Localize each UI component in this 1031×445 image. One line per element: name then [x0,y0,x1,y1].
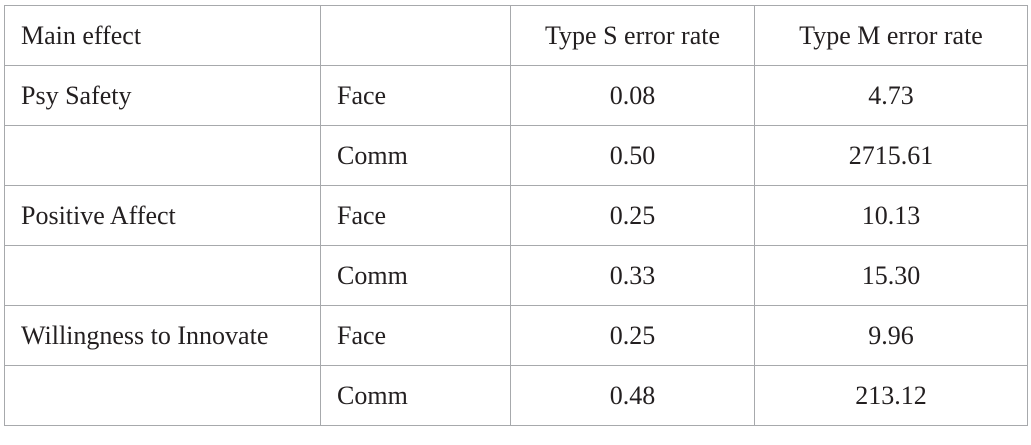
table-row: Willingness to Innovate Face 0.25 9.96 [4,305,1028,366]
main-effect-cell [4,245,321,306]
type-s-cell: 0.25 [510,305,755,366]
header-main-effect: Main effect [4,5,321,66]
level-cell: Face [320,305,511,366]
type-s-cell: 0.25 [510,185,755,246]
type-s-cell: 0.50 [510,125,755,186]
level-cell: Face [320,185,511,246]
main-effect-cell [4,125,321,186]
header-row: Main effect Type S error rate Type M err… [4,5,1028,66]
type-s-cell: 0.48 [510,365,755,426]
main-effect-cell: Willingness to Innovate [4,305,321,366]
type-m-cell: 10.13 [754,185,1028,246]
header-level [320,5,511,66]
level-cell: Face [320,65,511,126]
main-effect-cell: Psy Safety [4,65,321,126]
level-cell: Comm [320,125,511,186]
table-row: Comm 0.48 213.12 [4,365,1028,426]
error-rate-table: Main effect Type S error rate Type M err… [4,5,1028,426]
type-m-cell: 15.30 [754,245,1028,306]
header-type-s-error-rate: Type S error rate [510,5,755,66]
main-effect-cell: Positive Affect [4,185,321,246]
main-effect-cell [4,365,321,426]
type-s-cell: 0.33 [510,245,755,306]
type-s-cell: 0.08 [510,65,755,126]
table-row: Positive Affect Face 0.25 10.13 [4,185,1028,246]
type-m-cell: 2715.61 [754,125,1028,186]
type-m-cell: 9.96 [754,305,1028,366]
table-row: Comm 0.50 2715.61 [4,125,1028,186]
header-type-m-error-rate: Type M error rate [754,5,1028,66]
table-row: Psy Safety Face 0.08 4.73 [4,65,1028,126]
level-cell: Comm [320,365,511,426]
level-cell: Comm [320,245,511,306]
table-row: Comm 0.33 15.30 [4,245,1028,306]
type-m-cell: 213.12 [754,365,1028,426]
type-m-cell: 4.73 [754,65,1028,126]
